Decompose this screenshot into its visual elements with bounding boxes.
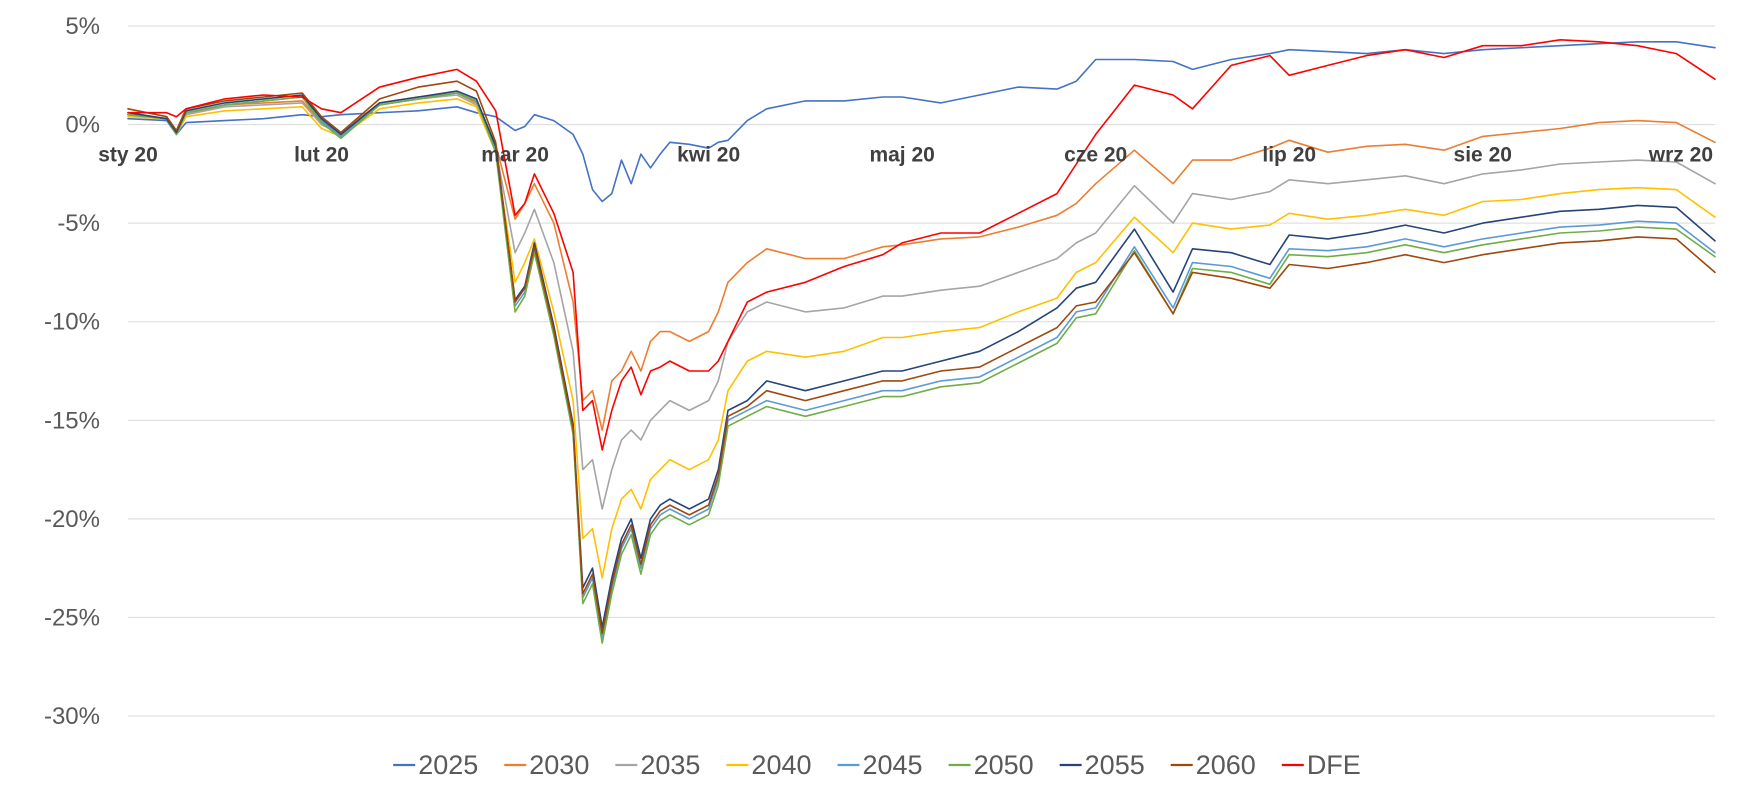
x-tick-label: wrz 20 [1648, 144, 1713, 167]
x-tick-label: lut 20 [294, 144, 349, 167]
y-tick-label: -25% [44, 604, 100, 631]
y-tick-label: -30% [44, 703, 100, 730]
legend-item-2050: 2050 [948, 750, 1034, 780]
legend-label: 2025 [418, 750, 478, 780]
x-tick-label: sty 20 [98, 144, 158, 167]
y-tick-label: -15% [44, 407, 100, 434]
y-tick-label: -20% [44, 506, 100, 533]
y-tick-label: 5% [65, 13, 100, 40]
legend-label: 2030 [529, 750, 589, 780]
y-tick-label: -10% [44, 309, 100, 336]
x-tick-label: sie 20 [1454, 144, 1512, 167]
x-tick-label: maj 20 [869, 144, 934, 167]
series-line-2050 [127, 92, 1716, 644]
series-line-2055 [127, 90, 1716, 629]
legend-item-2035: 2035 [615, 750, 700, 780]
legend-item-2045: 2045 [837, 750, 923, 780]
y-tick-label: 0% [65, 112, 100, 139]
legend-label: 2040 [751, 750, 811, 780]
legend-label: 2045 [863, 750, 923, 780]
gridlines [128, 25, 1715, 717]
legend-item-2040: 2040 [726, 750, 812, 780]
legend-item-dfe: DFE [1281, 750, 1361, 780]
legend-item-2030: 2030 [504, 750, 589, 780]
x-tick-label: cze 20 [1064, 144, 1127, 167]
series-line-2025 [127, 40, 1716, 203]
legend-label: 2050 [974, 750, 1034, 780]
x-tick-label: lip 20 [1262, 144, 1316, 167]
series-line-2040 [127, 98, 1716, 579]
series-line-dfe [127, 38, 1716, 451]
legend-item-2025: 2025 [393, 750, 478, 780]
legend-label: 2055 [1085, 750, 1145, 780]
legend-label: 2060 [1196, 750, 1256, 780]
legend-item-2060: 2060 [1170, 750, 1256, 780]
y-tick-label: -5% [57, 210, 100, 237]
x-tick-label: mar 20 [481, 144, 549, 167]
legend-item-2055: 2055 [1059, 750, 1145, 780]
x-tick-label: kwi 20 [677, 144, 740, 167]
series-lines [127, 38, 1716, 644]
legend-label: 2035 [640, 750, 700, 780]
x-axis-ticks: sty 20 lut 20 mar 20 kwi 20 maj 20 cze 20 lip … [98, 144, 1713, 167]
series-line-2060 [127, 80, 1716, 635]
legend: 2025 2030 2035 2040 2045 2050 2055 2060 DFE [393, 750, 1361, 780]
legend-label: DFE [1307, 750, 1361, 780]
y-axis-ticks: 5% 0% -5% -10% -15% -20% -25% -30% [44, 13, 100, 730]
